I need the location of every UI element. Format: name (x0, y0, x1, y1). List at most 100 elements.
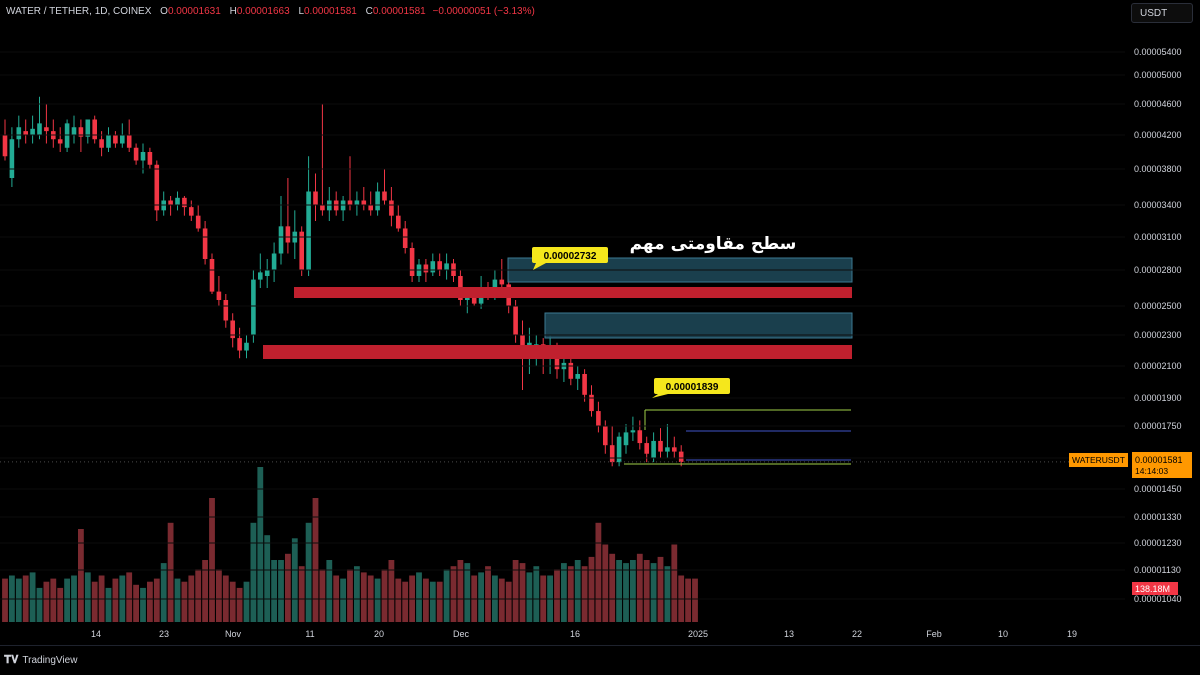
candle-body (195, 215, 201, 229)
candle-body (402, 228, 408, 248)
volume-bar (581, 566, 588, 622)
candle-body (92, 119, 97, 140)
price-axis-label: 0.00002800 (1134, 265, 1182, 275)
candle-body (23, 131, 28, 135)
volume-bar (526, 572, 533, 622)
candle-body (644, 443, 649, 454)
price-axis-label: 0.00005400 (1134, 47, 1182, 57)
volume-bar (167, 522, 174, 622)
countdown-timer: 14:14:03 (1135, 466, 1168, 476)
volume-bar (505, 581, 512, 622)
volume-bar (567, 566, 574, 622)
volume-bar (533, 566, 540, 622)
candle-body (16, 127, 22, 140)
candle-body (575, 374, 580, 379)
candle-body (9, 139, 15, 178)
currency-button[interactable]: USDT (1131, 3, 1193, 23)
low-label: L (298, 6, 304, 17)
price-axis-label: 0.00005000 (1134, 70, 1182, 80)
time-axis-label: 16 (570, 629, 580, 639)
change-value: −0.00000051 (−3.13%) (432, 6, 535, 17)
candle-body (630, 430, 636, 433)
candle-body (99, 139, 104, 148)
candle-body (230, 320, 235, 339)
volume-bar (84, 572, 91, 622)
volume-bar (147, 581, 153, 622)
volume-bar (623, 563, 629, 622)
candle-body (499, 279, 505, 285)
candle-body (568, 362, 574, 379)
candle-body (202, 228, 208, 259)
price-axis-label: 0.00001330 (1134, 512, 1182, 522)
volume-bar (692, 578, 698, 622)
volume-bar (140, 587, 146, 622)
price-axis-label: 0.00001750 (1134, 421, 1182, 431)
volume-bar (457, 560, 464, 622)
resistance-title: سطح مقاومتی مهم (630, 234, 797, 254)
volume-bar (50, 578, 57, 622)
candle-body (209, 259, 215, 292)
volume-bar (305, 522, 312, 622)
time-axis-label: 10 (998, 629, 1008, 639)
low-value: 0.00001581 (304, 6, 357, 17)
volume-bar (685, 578, 691, 622)
high-label: H (229, 6, 237, 17)
volume-bar (202, 560, 208, 622)
volume-bar (43, 581, 50, 622)
callout-upper-tail (533, 263, 546, 270)
candle-body (361, 200, 367, 205)
price-axis-label: 0.00001230 (1134, 538, 1182, 548)
volume-bar (588, 556, 595, 622)
volume-bar (319, 569, 326, 622)
volume-bar (312, 498, 319, 622)
price-axis-label: 0.00002500 (1134, 301, 1182, 311)
candle-body (57, 139, 63, 144)
last-price-tag-bg (1132, 452, 1192, 478)
volume-bar (519, 563, 526, 622)
time-axis-label: 19 (1067, 629, 1077, 639)
candle-body (396, 215, 401, 229)
price-axis-label: 0.00001900 (1134, 393, 1182, 403)
volume-bar (216, 569, 222, 622)
volume-bar (326, 560, 333, 622)
tradingview-logo[interactable]: 𝐓𝐕 TradingView (4, 654, 77, 667)
tradingview-icon: 𝐓𝐕 (4, 654, 19, 666)
callout-upper-bg (532, 247, 608, 263)
candle-body (637, 430, 643, 444)
close-label: C (365, 6, 373, 17)
volume-bar (443, 569, 450, 622)
volume-tag-value: 138.18M (1135, 584, 1170, 594)
volume-bar (243, 581, 250, 622)
supply-box-lower (544, 312, 853, 339)
volume-bar (347, 569, 353, 622)
candle-body (382, 191, 387, 201)
volume-bar (78, 529, 84, 622)
candle-body (582, 374, 587, 395)
candle-body (251, 279, 256, 335)
price-axis-label: 0.00002100 (1134, 361, 1182, 371)
volume-bar (298, 566, 305, 622)
time-axis-label: 22 (852, 629, 862, 639)
candle-body (258, 272, 263, 280)
candle-body (513, 306, 518, 335)
volume-bar (429, 581, 436, 622)
volume-bar (374, 578, 381, 622)
candle-body (299, 231, 304, 270)
candle-body (126, 135, 132, 148)
candle-body (244, 342, 249, 351)
volume-bar (388, 560, 395, 622)
candle-body (430, 261, 436, 273)
time-axis-label: 11 (305, 629, 314, 639)
candle-body (85, 119, 91, 137)
candle-body (609, 445, 615, 463)
candle-body (375, 191, 380, 211)
volume-bar (450, 566, 457, 622)
candle-body (175, 197, 180, 205)
candle-body (320, 205, 325, 211)
candle-body (665, 447, 670, 452)
time-axis-label: 23 (159, 629, 169, 639)
callout-lower-text: 0.00001839 (666, 382, 719, 393)
candle-body (237, 338, 242, 351)
candle-body (78, 127, 84, 137)
